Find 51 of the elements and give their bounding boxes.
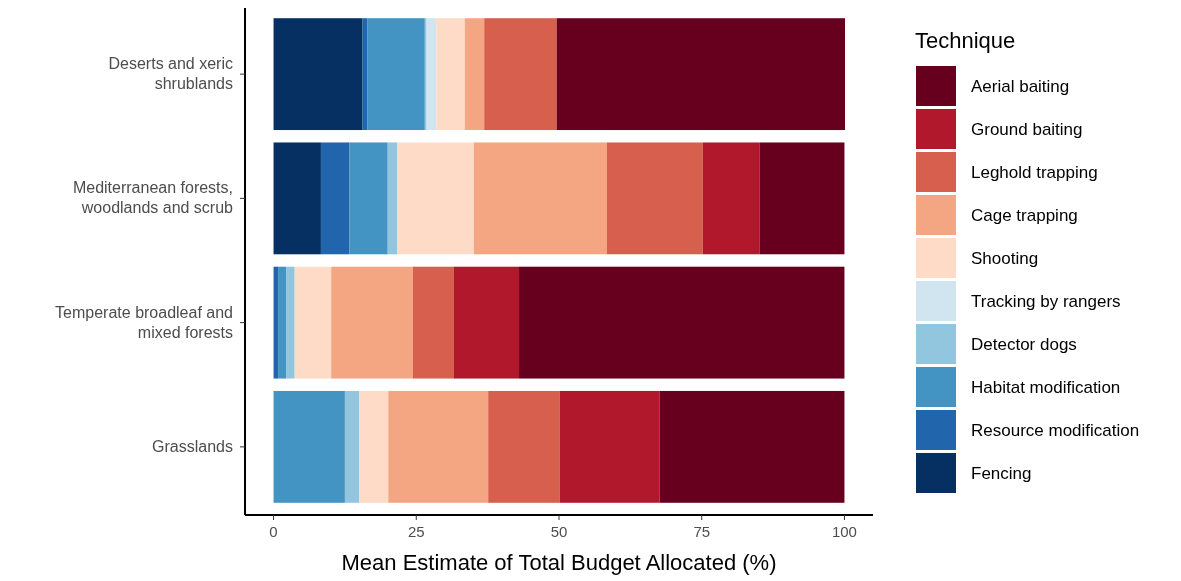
bar [273, 18, 363, 131]
legend-label: Fencing [971, 464, 1032, 483]
bar [367, 18, 425, 131]
bar [387, 142, 398, 255]
bar [278, 266, 287, 379]
bar [294, 266, 332, 379]
bar [320, 142, 350, 255]
bar [349, 142, 388, 255]
bar [273, 390, 345, 503]
bar [559, 390, 660, 503]
bar [484, 18, 557, 131]
bar [519, 266, 845, 379]
x-tick-label: 25 [407, 523, 425, 540]
bar [412, 266, 454, 379]
x-tick-label: 75 [693, 523, 711, 540]
bar [556, 18, 846, 131]
bar [426, 18, 437, 131]
bar [436, 18, 465, 131]
x-axis-title: Mean Estimate of Total Budget Allocated (%) [341, 550, 777, 575]
y-tick-label: Deserts and xeric shrublands [108, 55, 233, 93]
legend-label: Ground baiting [971, 120, 1083, 139]
legend-label: Tracking by rangers [971, 292, 1121, 311]
y-tick-label: Temperate broadleaf and mixed forests [55, 303, 233, 341]
bar [488, 390, 560, 503]
legend-label: Cage trapping [971, 206, 1078, 225]
bar [344, 390, 360, 503]
bar [659, 390, 845, 503]
bar [397, 142, 474, 255]
bar [473, 142, 607, 255]
x-tick-label: 100 [831, 523, 857, 540]
legend-label: Detector dogs [971, 335, 1077, 354]
legend-label: Habitat modification [971, 378, 1121, 397]
bar [702, 142, 760, 255]
bar [286, 266, 295, 379]
bar [388, 390, 489, 503]
bar [464, 18, 485, 131]
x-tick-label: 50 [550, 523, 568, 540]
bar [273, 142, 321, 255]
bar [359, 390, 389, 503]
legend-label: Resource modification [971, 421, 1140, 440]
bar [331, 266, 413, 379]
legend-label: Aerial baiting [971, 77, 1070, 96]
y-tick-label: Mediterranean forests, woodlands and scrub [72, 179, 234, 217]
bar [759, 142, 845, 255]
y-tick-label: Grasslands [152, 437, 233, 455]
x-tick-label: 0 [269, 523, 278, 540]
bar [606, 142, 703, 255]
legend-label: Leghold trapping [971, 163, 1098, 182]
bar [453, 266, 520, 379]
legend-title: Technique [915, 28, 1016, 53]
legend-label: Shooting [971, 249, 1039, 268]
